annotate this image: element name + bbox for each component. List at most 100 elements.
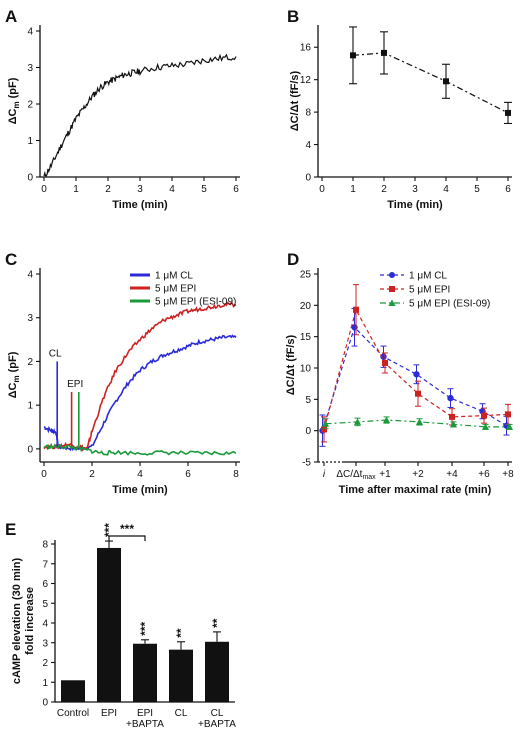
panel-e-ytick-label: 1 (42, 678, 48, 689)
panel-e-significance: *** (138, 621, 152, 635)
panel-c-ytick-label: 1 (27, 401, 33, 412)
panel-c-ytick-label: 4 (27, 270, 33, 281)
panel-a-xtick-label: 5 (201, 184, 207, 195)
panel-e-bracket (108, 535, 146, 541)
panel-b-xlabel: Time (min) (387, 199, 443, 211)
panel-c-legend-label: 5 μM EPI (ESI-09) (155, 297, 236, 308)
panel-d-xtick-label: +1 (379, 469, 391, 480)
panel-c-xtick-label: 2 (89, 469, 95, 480)
panel-d-legend-label: 5 μM EPI (409, 285, 450, 296)
panel-d-point (481, 412, 487, 419)
panel-c-ylabel: ΔCm (pF) (7, 351, 21, 398)
panel-e-ytick-label: 5 (42, 599, 48, 610)
panel-a-xtick-label: 2 (105, 184, 111, 195)
panel-c-ytick-label: 0 (27, 444, 33, 455)
panel-e-bar (61, 680, 85, 702)
panel-d-xtick-label: +2 (412, 469, 424, 480)
panel-e-category-label: EPI (137, 708, 153, 719)
panel-d-legend-marker (389, 272, 395, 278)
panel-c-xtick-label: 8 (233, 469, 239, 480)
panel-b-xtick-label: 1 (350, 184, 356, 195)
panel-d: D -5 0 5 10 15 20 25 i ΔC/Δtmax +1 +2 +4 +6 +8 Time aft… (285, 250, 514, 496)
panel-e-letter: E (5, 520, 16, 539)
panel-d-point (321, 426, 327, 433)
panel-a-ylabel: ΔCm (pF) (7, 77, 21, 124)
panel-d-legend-label: 5 μM EPI (ESI-09) (409, 299, 490, 310)
panel-e-ytick-label: 7 (42, 559, 48, 570)
panel-b-point (505, 109, 511, 116)
panel-d-legend-marker (388, 299, 396, 306)
panel-e-category-label: EPI (101, 708, 117, 719)
panel-d-point (505, 411, 511, 418)
panel-d-ytick-label: 20 (300, 301, 312, 312)
panel-e-ytick-label: 3 (42, 638, 48, 649)
panel-e-category-label: CL (175, 708, 188, 719)
panel-d-line (321, 326, 507, 431)
panel-b-line (352, 52, 509, 114)
panel-b-xtick-label: 6 (505, 184, 511, 195)
panel-e-bracket-label: *** (120, 522, 134, 536)
panel-d-point (382, 359, 388, 366)
panel-b-ylabel: ΔC/Δt (fF/s) (289, 70, 301, 131)
panel-d-ytick-label: 5 (305, 395, 311, 406)
panel-b-xtick-label: 5 (474, 184, 480, 195)
panel-e: E 0 1 2 3 4 5 6 7 8 cAMP elevation (30 min) fold in… (5, 520, 236, 730)
panel-e-significance: ** (174, 628, 188, 638)
panel-a-xtick-label: 3 (137, 184, 143, 195)
panel-d-ytick-label: 25 (300, 270, 312, 281)
panel-d-legend-label: 1 μM CL (409, 271, 447, 282)
panel-e-ytick-label: 0 (42, 698, 48, 709)
panel-c-xtick-label: 6 (185, 469, 191, 480)
panel-d-xtick-label: +4 (446, 469, 458, 480)
panel-a-ytick-label: 3 (27, 63, 33, 74)
panel-e-category-label: Control (57, 708, 89, 719)
panel-e-bar (205, 641, 229, 702)
panel-b-point (350, 52, 356, 59)
panel-d-xlabel: Time after maximal rate (min) (339, 484, 492, 496)
panel-e-bar (133, 643, 157, 702)
panel-d-point (416, 418, 423, 425)
panel-b-point (443, 78, 449, 85)
panel-c-xtick-label: 0 (41, 469, 47, 480)
panel-d-xtick-label: +8 (502, 469, 514, 480)
panel-d-point (354, 418, 361, 425)
panel-a-ytick-label: 4 (27, 27, 33, 38)
panel-d-ytick-label: 0 (305, 426, 311, 437)
panel-d-xtick-label: i (323, 469, 326, 480)
panel-d-point (383, 416, 390, 424)
panel-d-ylabel: ΔC/Δt (fF/s) (285, 334, 297, 395)
panel-c-cl-label: CL (49, 348, 62, 359)
panel-c: C 0 1 2 3 4 0 2 4 6 8 Time (min) ΔCm (pF) CL EPI 1 μM C… (5, 250, 240, 496)
panel-e-significance: ** (210, 618, 224, 628)
panel-a-xtick-label: 0 (41, 184, 47, 195)
panel-d-legend-marker (389, 286, 395, 292)
panel-b-ytick-label: 8 (305, 108, 311, 119)
panel-d-point (450, 420, 457, 428)
panel-e-significance: *** (102, 523, 116, 537)
panel-b-xtick-label: 3 (412, 184, 418, 195)
panel-c-ytick-label: 2 (27, 357, 33, 368)
panel-e-category-label: CL (211, 708, 224, 719)
panel-a-letter: A (5, 7, 17, 26)
panel-a-trace (43, 53, 237, 177)
panel-c-trace (43, 334, 237, 452)
panel-d-point (449, 413, 455, 420)
panel-d-point (482, 423, 489, 430)
panel-c-xtick-label: 4 (137, 469, 143, 480)
panel-a-ytick-label: 2 (27, 100, 33, 111)
panel-c-ytick-label: 3 (27, 313, 33, 324)
panel-d-letter: D (287, 250, 299, 269)
panel-c-trace (43, 301, 237, 452)
panel-b-ytick-label: 12 (300, 75, 312, 86)
panel-b-point (381, 49, 387, 56)
panel-b-xtick-label: 4 (443, 184, 449, 195)
panel-e-ytick-label: 6 (42, 579, 48, 590)
panel-e-bar (97, 547, 121, 702)
panel-b-ytick-label: 4 (305, 140, 311, 151)
panel-a-xlabel: Time (min) (112, 199, 168, 211)
panel-a-ytick-label: 0 (27, 173, 33, 184)
panel-b-ytick-label: 0 (305, 173, 311, 184)
panel-d-ytick-label: 15 (300, 332, 312, 343)
